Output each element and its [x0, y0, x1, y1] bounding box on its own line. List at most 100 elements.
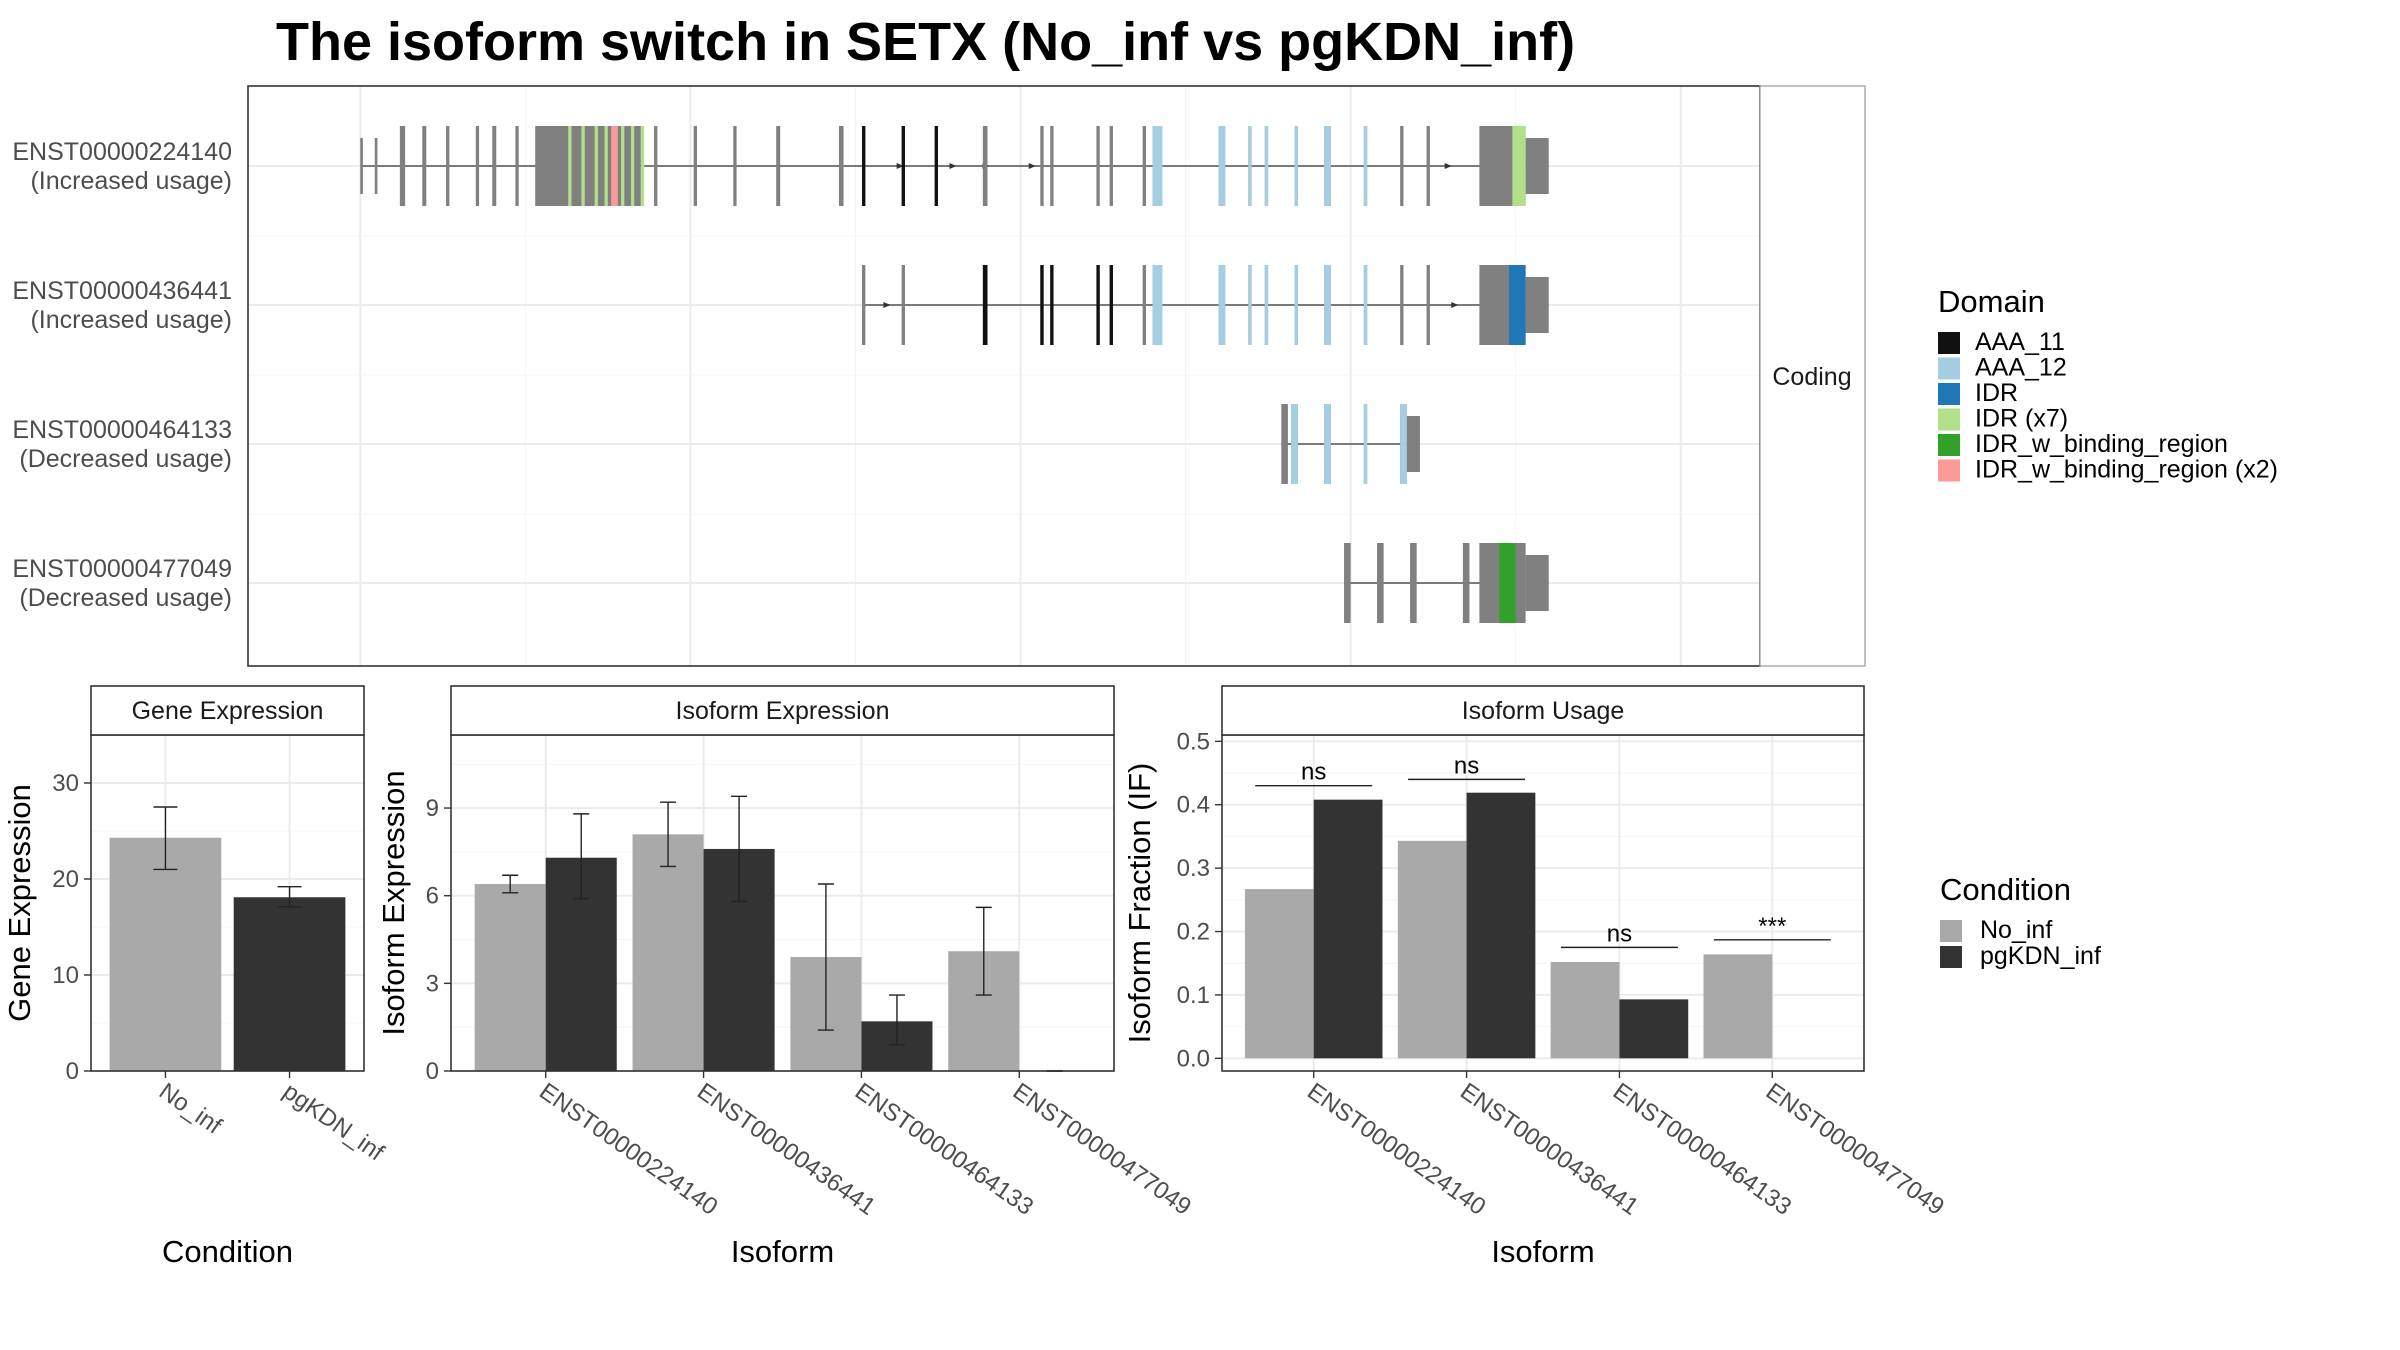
legend-label: AAA_11 [1975, 328, 2065, 356]
exon [399, 126, 406, 206]
y-tick-label: 6 [426, 883, 439, 910]
isoform-track [862, 265, 1549, 345]
direction-arrow [1451, 302, 1459, 308]
isoform-id-label: ENST00000436441 [12, 277, 232, 305]
isoform-id-label: ENST00000477049 [12, 555, 232, 583]
bar [1397, 840, 1467, 1059]
exon [1142, 265, 1146, 345]
facet-label-coding: Coding [1772, 363, 1851, 391]
domain-block [594, 126, 598, 206]
exon [1410, 543, 1417, 623]
exon [733, 126, 737, 206]
significance-label: *** [1758, 913, 1786, 940]
domain-block [1152, 126, 1163, 206]
legend-swatch [1938, 383, 1960, 405]
bar [233, 897, 346, 1071]
exon [374, 138, 378, 194]
isoform-usage-label: (Increased usage) [30, 167, 232, 195]
legend-title-domain: Domain [1938, 284, 2045, 319]
x-axis-title: Condition [162, 1234, 293, 1269]
y-tick-label: 0.1 [1177, 982, 1210, 1009]
domain-block [611, 126, 618, 206]
domain-block [901, 126, 905, 206]
domain-block [621, 126, 625, 206]
domain-block [934, 126, 938, 206]
legend-swatch [1940, 946, 1962, 968]
domain-block [1109, 265, 1113, 345]
domain-block [1363, 265, 1368, 345]
direction-arrow [1028, 163, 1036, 169]
utr-exon [1525, 555, 1549, 611]
domain-block [1218, 265, 1226, 345]
significance-label: ns [1454, 752, 1479, 779]
domain-block [1248, 126, 1252, 206]
domain-block [982, 265, 988, 345]
y-tick-label: 3 [426, 970, 439, 997]
domain-block [1400, 404, 1407, 484]
y-tick-label: 0.4 [1177, 792, 1210, 819]
x-axis-title: Isoform [1491, 1234, 1594, 1269]
exon [1426, 265, 1430, 345]
isoform-track [1344, 543, 1549, 623]
exon [693, 126, 697, 206]
y-tick-label: 0 [66, 1058, 79, 1085]
y-tick-label: 0.2 [1177, 919, 1210, 946]
direction-arrow [896, 163, 904, 169]
legend-label: IDR (x7) [1975, 405, 2068, 433]
exon [1142, 126, 1146, 206]
y-tick-label: 0 [426, 1058, 439, 1085]
exon [776, 126, 781, 206]
facet-strip [90, 685, 365, 736]
y-tick-label: 0.5 [1177, 728, 1210, 755]
isoform-usage-label: (Decreased usage) [19, 584, 232, 612]
bar [1313, 799, 1383, 1059]
x-axis-title: Isoform [731, 1234, 834, 1269]
significance-label: ns [1301, 759, 1326, 786]
isoform-id-label: ENST00000464133 [12, 416, 232, 444]
domain-block [1512, 126, 1526, 206]
isoform-usage-label: (Increased usage) [30, 306, 232, 334]
exon [901, 265, 905, 345]
domain-block [862, 126, 866, 206]
exon [492, 126, 497, 206]
facet-label: Isoform Expression [676, 697, 890, 725]
y-tick-label: 20 [52, 866, 79, 893]
bar [474, 884, 546, 1071]
bar-panel: ns ns ns *** Isoform Usage 0.0 0.1 0.2 0.3 0.4 0.5… [1122, 685, 1949, 1269]
legend-swatch [1938, 332, 1960, 354]
facet-strip-right [1759, 85, 1866, 667]
legend-label: IDR_w_binding_region [1975, 430, 2228, 458]
bar-panel: Isoform Expression0369ENST00000224140ENS… [376, 685, 1196, 1269]
direction-arrow [883, 302, 891, 308]
legend-label: pgKDN_inf [1980, 942, 2101, 970]
exon [422, 126, 427, 206]
exon [515, 126, 519, 206]
legend-label: IDR [1975, 379, 2018, 407]
domain-block [1363, 126, 1368, 206]
legend-swatch [1938, 459, 1960, 482]
y-tick-label: 0.3 [1177, 855, 1210, 882]
domain-block [1509, 265, 1526, 345]
domain-block [1324, 404, 1331, 484]
bar [632, 834, 704, 1071]
domain-block [604, 126, 608, 206]
domain-block [1218, 126, 1226, 206]
legend-swatch [1938, 408, 1960, 431]
legend-swatch [1940, 920, 1962, 942]
y-tick-label: 10 [52, 962, 79, 989]
facet-strip [1221, 685, 1865, 736]
exon [654, 126, 658, 206]
domain-block [1248, 265, 1252, 345]
exon [446, 126, 450, 206]
exon [1109, 126, 1113, 206]
gene-structure-panel: ENST00000224140(Increased usage)ENST0000… [12, 85, 1866, 667]
direction-arrow [949, 163, 957, 169]
bar-panel: Gene Expression 0 10 20 30 No_inf pgKDN_inf Gen… [2, 685, 389, 1269]
exon [1040, 126, 1044, 206]
bar [1466, 792, 1536, 1059]
domain-block [568, 126, 572, 206]
exon [1462, 543, 1470, 623]
